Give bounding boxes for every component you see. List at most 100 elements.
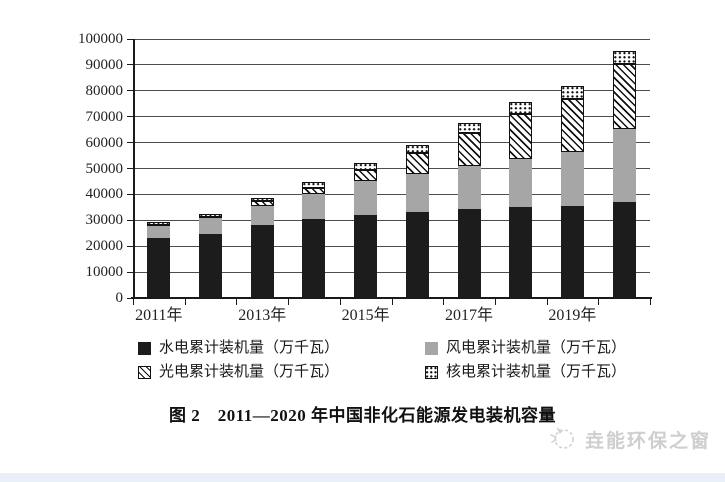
bar-segment-hydro xyxy=(457,208,481,298)
chart-legend: 水电累计装机量（万千瓦） 风电累计装机量（万千瓦） 光电累计装机量（万千瓦） 核… xyxy=(138,340,626,381)
x-axis-tick xyxy=(236,299,238,305)
y-axis-tick-label: 80000 xyxy=(85,82,124,99)
bar-segment-solar xyxy=(250,201,274,206)
y-axis-tick xyxy=(127,219,133,221)
y-axis-tick xyxy=(127,245,133,247)
y-axis-tick xyxy=(127,38,133,40)
legend-label-solar: 光电累计装机量（万千瓦） xyxy=(159,364,340,380)
bar-segment-wind xyxy=(199,217,223,234)
x-axis-tick xyxy=(494,299,496,305)
bar-segment-nuclear xyxy=(405,144,429,154)
gridline xyxy=(133,142,650,144)
nuclear-swatch-icon xyxy=(425,366,438,379)
x-axis-tick xyxy=(339,299,341,305)
gridline xyxy=(133,271,650,273)
wind-swatch-icon xyxy=(425,342,438,355)
x-axis-tick xyxy=(650,299,651,305)
bar-segment-wind xyxy=(250,205,274,226)
y-axis-tick-label: 90000 xyxy=(85,56,124,73)
bar-segment-hydro xyxy=(509,206,533,298)
bar-segment-wind xyxy=(302,194,326,220)
y-axis-tick-label: 100000 xyxy=(78,31,123,47)
gridline xyxy=(133,90,650,92)
figure-caption: 图 2 2011—2020 年中国非化石能源发电装机容量 xyxy=(168,406,557,425)
y-axis-tick xyxy=(127,271,133,273)
bar-segment-nuclear xyxy=(302,182,326,188)
bar-segment-wind xyxy=(147,225,171,238)
bar-segment-nuclear xyxy=(612,50,636,64)
bar-segment-wind xyxy=(405,173,429,212)
y-axis-tick-label: 50000 xyxy=(85,160,124,177)
y-axis-tick-label: 20000 xyxy=(85,238,124,255)
gridline xyxy=(133,38,650,40)
legend-label-hydro: 水电累计装机量（万千瓦） xyxy=(159,340,340,356)
x-axis-line xyxy=(131,297,652,299)
bar-segment-hydro xyxy=(405,211,429,298)
x-axis-tick xyxy=(546,299,548,305)
x-axis-tick xyxy=(443,299,445,305)
x-axis-tick xyxy=(598,299,600,305)
bar-segment-nuclear xyxy=(250,197,274,202)
x-axis-tick xyxy=(133,299,134,305)
bar-segment-solar xyxy=(354,170,378,182)
bar-segment-nuclear xyxy=(354,163,378,171)
x-axis-tick xyxy=(391,299,393,305)
bar-segment-solar xyxy=(302,187,326,195)
bar-segment-solar xyxy=(509,113,533,159)
x-axis-tick xyxy=(184,299,186,305)
bar-2016年 xyxy=(405,144,429,298)
bar-2011年 xyxy=(147,221,171,298)
gridline xyxy=(133,219,650,221)
gridline xyxy=(133,245,650,247)
y-axis-tick xyxy=(127,193,133,195)
x-axis-tick xyxy=(288,299,290,305)
x-axis-tick-label: 2015年 xyxy=(341,307,390,324)
bar-segment-nuclear xyxy=(509,102,533,114)
bar-2020年 xyxy=(612,50,636,298)
legend-item-solar: 光电累计装机量（万千瓦） xyxy=(138,364,425,381)
watermark-text: 垚能环保之窗 xyxy=(584,430,711,452)
gridline xyxy=(133,64,650,66)
legend-item-hydro: 水电累计装机量（万千瓦） xyxy=(138,340,425,357)
bar-segment-nuclear xyxy=(147,221,171,226)
legend-item-nuclear: 核电累计装机量（万千瓦） xyxy=(425,364,626,381)
bar-segment-solar xyxy=(560,98,584,152)
bar-2013年 xyxy=(250,197,274,298)
bar-segment-wind xyxy=(612,129,636,203)
legend-item-wind: 风电累计装机量（万千瓦） xyxy=(425,340,626,357)
bar-segment-wind xyxy=(457,166,481,209)
y-axis-line xyxy=(133,39,135,299)
y-axis-tick xyxy=(127,142,133,144)
legend-label-nuclear: 核电累计装机量（万千瓦） xyxy=(446,364,627,380)
y-axis-tick-label: 60000 xyxy=(85,134,124,151)
bar-2019年 xyxy=(560,86,584,298)
y-axis-tick xyxy=(127,116,133,118)
y-axis-tick-label: 30000 xyxy=(85,212,124,229)
bar-segment-hydro xyxy=(147,237,171,298)
bar-segment-solar xyxy=(457,132,481,167)
hydro-swatch-icon xyxy=(138,342,151,355)
y-axis-tick xyxy=(127,90,133,92)
x-axis-tick-label: 2019年 xyxy=(548,307,597,324)
bar-2017年 xyxy=(457,123,481,298)
bar-segment-nuclear xyxy=(560,86,584,99)
y-axis-tick xyxy=(127,168,133,169)
bar-segment-solar xyxy=(147,225,171,226)
gridline xyxy=(133,168,650,169)
bar-2015年 xyxy=(354,163,378,298)
x-axis-tick-label: 2017年 xyxy=(445,307,494,324)
gridline xyxy=(133,193,650,195)
bar-segment-hydro xyxy=(354,215,378,298)
bar-segment-solar xyxy=(612,63,636,130)
sketch-circle-logo-icon xyxy=(550,427,574,449)
y-axis-tick-label: 70000 xyxy=(85,108,124,125)
y-axis-tick-label: 40000 xyxy=(85,186,124,203)
bar-segment-solar xyxy=(405,153,429,174)
y-axis-tick-label: 10000 xyxy=(85,264,124,281)
bar-segment-nuclear xyxy=(199,213,223,217)
x-axis-tick-label: 2013年 xyxy=(238,307,287,324)
bar-segment-nuclear xyxy=(457,123,481,133)
bar-segment-hydro xyxy=(199,233,223,298)
